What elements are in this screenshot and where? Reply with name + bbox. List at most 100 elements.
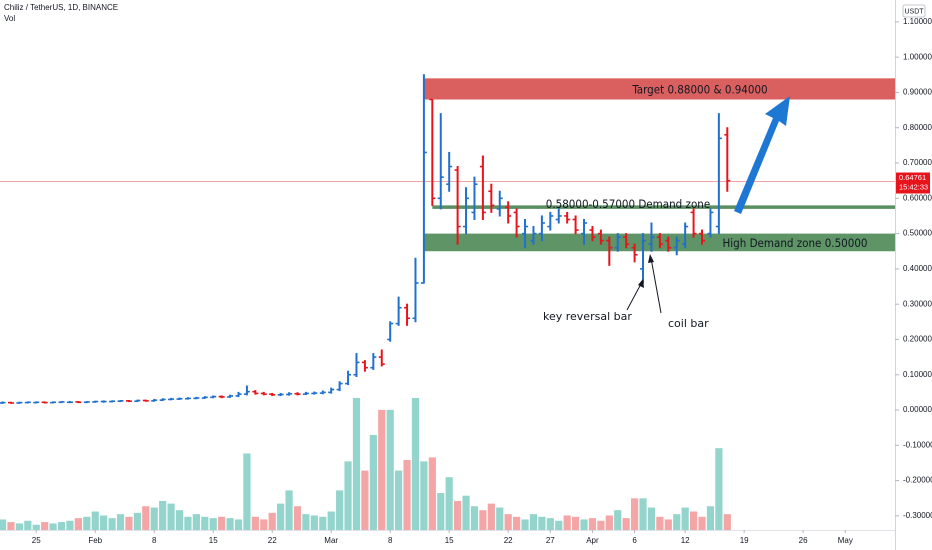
price-tag-countdown: 15:42:33 xyxy=(899,182,928,191)
y-tick-label: 0.30000 xyxy=(903,299,932,308)
volume-bar xyxy=(32,524,40,530)
pointer-head xyxy=(638,279,644,288)
volume-bar xyxy=(66,520,74,530)
volume-bar xyxy=(74,518,82,530)
x-tick-label: 12 xyxy=(681,536,690,545)
volume-bar xyxy=(83,516,91,530)
volume-bar xyxy=(411,398,420,530)
volume-bar xyxy=(454,500,462,530)
volume-bar xyxy=(715,448,723,530)
volume-bar xyxy=(487,503,495,530)
volume-bar xyxy=(580,519,588,530)
volume-bar xyxy=(513,516,521,530)
unit-box[interactable] xyxy=(902,4,926,18)
volume-bar xyxy=(201,516,209,530)
volume-bar xyxy=(630,498,639,530)
volume-bar xyxy=(100,515,108,530)
volume-bar xyxy=(437,493,445,530)
volume-bar xyxy=(479,510,487,530)
volume-bar xyxy=(656,516,664,530)
y-tick-label: 0.20000 xyxy=(903,335,932,344)
x-tick-label: 25 xyxy=(32,536,41,545)
zone xyxy=(423,78,895,100)
volume-bar xyxy=(614,510,622,530)
volume-bar xyxy=(0,519,7,530)
bars xyxy=(0,74,731,404)
volume-label: Vol xyxy=(4,14,15,23)
volume-bar xyxy=(184,516,192,530)
volume-bar xyxy=(403,460,411,530)
volume-bar xyxy=(336,490,344,530)
volume-bar xyxy=(243,453,251,530)
target-arrow xyxy=(734,96,790,214)
volume-bar xyxy=(251,516,259,530)
pointer-line xyxy=(650,257,662,314)
y-tick-label: 0.90000 xyxy=(903,88,932,97)
pointer-head xyxy=(648,254,654,263)
volume-bar xyxy=(41,522,49,530)
volume-bar xyxy=(209,518,217,530)
volume-bar xyxy=(167,503,175,530)
volume-bar xyxy=(260,519,268,530)
volume-bar xyxy=(7,522,15,530)
volume-bar xyxy=(647,507,656,530)
volume-bar xyxy=(49,523,57,530)
y-tick-label: -0.30000 xyxy=(903,511,932,520)
x-tick-label: Apr xyxy=(586,536,599,545)
annotation: key reversal bar xyxy=(543,310,632,323)
volume-bar xyxy=(395,470,403,530)
volume-bar xyxy=(681,507,689,530)
volume-bar xyxy=(428,457,436,530)
volume-bar xyxy=(268,512,276,530)
volume-bar xyxy=(571,516,580,530)
volume-bar xyxy=(57,522,66,530)
volume-bar xyxy=(420,461,428,530)
volume-bar xyxy=(529,514,538,530)
volume-bar xyxy=(125,516,133,530)
pointer-line xyxy=(626,281,643,311)
volume-bar xyxy=(639,498,647,530)
x-tick-label: May xyxy=(838,536,853,545)
volume-bar xyxy=(462,495,470,530)
volume-bar xyxy=(142,506,150,530)
zone-label: Target 0.88000 & 0.94000 xyxy=(631,82,767,96)
axes: 1.10000 1.00000 0.90000 0.80000 0.70000 0.600… xyxy=(32,17,932,545)
y-tick-label: 0.50000 xyxy=(903,229,932,238)
volume-bar xyxy=(159,500,167,530)
volume-bar xyxy=(698,516,706,530)
volume-bar xyxy=(369,434,377,530)
volume-bar xyxy=(546,518,554,530)
volume-bar xyxy=(150,507,158,530)
x-tick-label: 8 xyxy=(388,536,393,545)
chart-title: Chiliz / TetherUS, 1D, BINANCE xyxy=(4,3,118,12)
y-tick-label: -0.20000 xyxy=(903,476,932,485)
x-tick-label: 22 xyxy=(268,536,277,545)
volume-bar xyxy=(664,519,672,530)
volume-bar xyxy=(91,511,99,530)
volume-bar xyxy=(470,506,479,530)
volume-bar xyxy=(445,477,453,530)
volume-bar xyxy=(175,510,184,530)
volume-bar xyxy=(293,506,302,530)
volume-bar xyxy=(673,514,681,530)
volume-bar xyxy=(192,514,200,530)
volume-bar xyxy=(563,515,571,530)
x-tick-label: Feb xyxy=(88,536,102,545)
volume-bar xyxy=(622,518,630,530)
volume-bar xyxy=(15,523,23,530)
x-tick-label: 15 xyxy=(445,536,454,545)
annotation: coil bar xyxy=(668,317,709,330)
volume-bar xyxy=(496,507,504,530)
volume-bar xyxy=(538,516,546,530)
volume-bar xyxy=(361,470,369,530)
y-tick-label: 1.00000 xyxy=(903,52,932,61)
x-tick-label: 15 xyxy=(209,536,218,545)
volume-bar xyxy=(302,514,310,530)
volume-bar xyxy=(521,519,529,530)
volume-bar xyxy=(378,409,386,530)
volume-bar xyxy=(344,461,352,530)
volume-bar xyxy=(285,490,293,530)
unit-label: USDT xyxy=(904,8,924,15)
volume-bar xyxy=(504,514,512,530)
